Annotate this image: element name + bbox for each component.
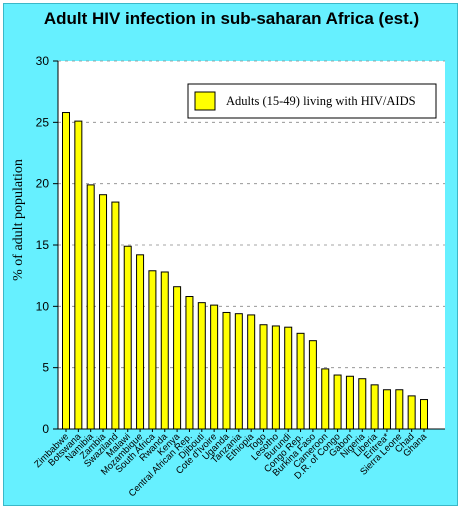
bar	[370, 384, 379, 430]
chart-title: Adult HIV infection in sub-saharan Afric…	[43, 9, 420, 28]
bar	[420, 399, 428, 430]
bar	[333, 374, 342, 430]
bar	[234, 313, 243, 430]
y-tick-label: 25	[36, 115, 50, 129]
bar	[308, 340, 317, 430]
bar	[62, 112, 70, 430]
bar	[99, 194, 108, 430]
bar	[271, 325, 280, 430]
grid-lines	[58, 60, 445, 369]
bar	[284, 326, 293, 430]
bar	[259, 324, 268, 430]
y-tick-label: 20	[36, 177, 50, 191]
bar	[148, 270, 157, 430]
y-tick-label: 10	[36, 299, 50, 313]
bar	[222, 311, 231, 430]
bar	[210, 304, 219, 430]
bar	[123, 245, 132, 430]
legend-box	[187, 83, 437, 119]
bar	[395, 389, 404, 430]
bar	[160, 271, 169, 430]
y-tick-label: 0	[42, 422, 49, 436]
bar	[407, 395, 416, 430]
y-tick-label: 15	[36, 238, 50, 252]
bar	[358, 378, 367, 430]
bar	[197, 302, 206, 430]
bar	[247, 314, 256, 430]
bar	[382, 389, 391, 430]
bar	[74, 120, 83, 430]
y-tick-label: 5	[42, 361, 49, 375]
bar	[136, 254, 145, 430]
bar	[86, 184, 95, 430]
y-tick-label: 30	[36, 54, 50, 68]
bar	[173, 286, 182, 430]
y-ticks: 0 5 10 15 20 25 30	[36, 54, 58, 436]
bar	[345, 375, 354, 430]
legend: Adults (15-49) living with HIV/AIDS	[187, 83, 437, 119]
bar	[185, 296, 194, 430]
bar	[321, 368, 330, 430]
bar	[111, 201, 120, 430]
x-tick-labels: ZimbabweBotswanaNamibiaZambiaSwazilandMa…	[32, 429, 430, 499]
legend-label: Adults (15-49) living with HIV/AIDS	[226, 94, 416, 108]
bar	[296, 332, 305, 430]
legend-swatch	[194, 91, 216, 111]
